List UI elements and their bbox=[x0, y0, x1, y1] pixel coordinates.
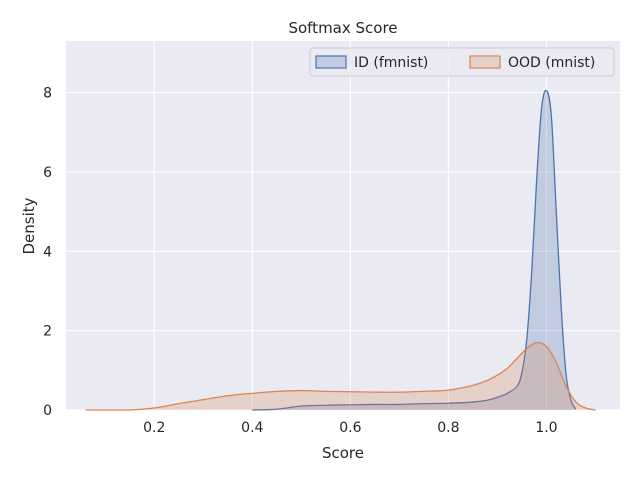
series-line-id bbox=[252, 89, 577, 411]
y-tick-label: 0 bbox=[43, 403, 52, 419]
legend-label-id: ID (fmnist) bbox=[354, 55, 428, 71]
x-tick-label: 1.0 bbox=[535, 420, 557, 436]
x-tick-label: 0.2 bbox=[143, 420, 165, 436]
legend-swatch-id bbox=[315, 55, 347, 69]
y-tick-label: 2 bbox=[43, 324, 52, 340]
y-axis-title: Density bbox=[20, 197, 38, 254]
series-area-id bbox=[252, 90, 576, 410]
series-layer bbox=[85, 89, 596, 411]
y-tick-label: 4 bbox=[43, 244, 52, 260]
chart-title: Softmax Score bbox=[288, 19, 397, 37]
x-tick-label: 0.4 bbox=[241, 420, 263, 436]
legend-swatch-ood bbox=[469, 55, 501, 69]
series-area-ood bbox=[85, 342, 596, 410]
y-tick-label: 6 bbox=[43, 165, 52, 181]
y-tick-labels: 0 2 4 6 8 bbox=[43, 86, 52, 419]
legend-box bbox=[309, 47, 615, 77]
legend-label-ood: OOD (mnist) bbox=[508, 55, 595, 71]
x-tick-label: 0.8 bbox=[437, 420, 459, 436]
series-line-ood bbox=[85, 341, 596, 411]
x-tick-labels: 0.2 0.4 0.6 0.8 1.0 bbox=[143, 420, 557, 436]
x-axis-title: Score bbox=[322, 444, 364, 462]
x-tick-label: 0.6 bbox=[339, 420, 361, 436]
legend: ID (fmnist) OOD (mnist) bbox=[309, 47, 615, 77]
y-tick-label: 8 bbox=[43, 86, 52, 102]
